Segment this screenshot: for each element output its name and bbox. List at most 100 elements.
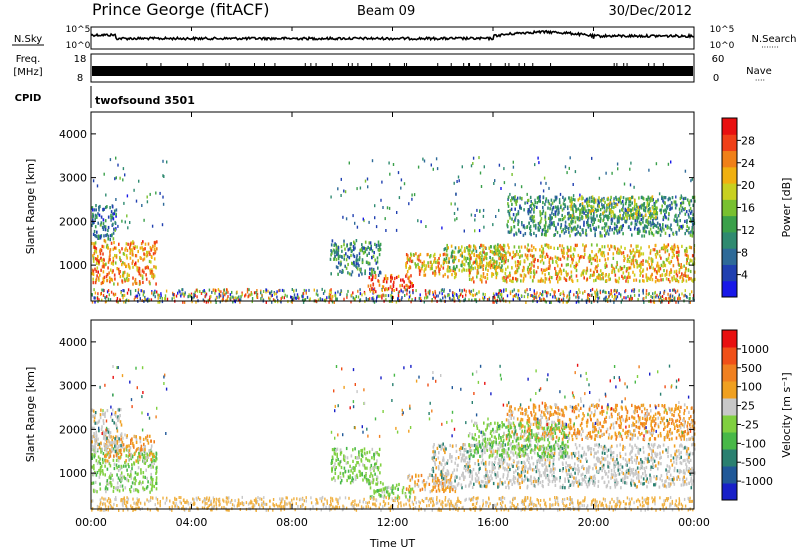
power-cell — [515, 232, 518, 236]
power-noise-cell — [591, 287, 594, 291]
power-cell — [443, 252, 446, 256]
power-noise-cell — [158, 293, 160, 297]
power-cell — [570, 229, 573, 233]
velocity-cell — [675, 456, 678, 460]
power-cell — [95, 250, 98, 254]
power-cell — [343, 243, 345, 247]
power-noise-cell — [123, 289, 125, 293]
power-cell — [584, 231, 587, 236]
power-noise-cell — [549, 293, 552, 297]
power-noise-cell — [654, 291, 656, 295]
power-cell — [558, 211, 560, 215]
power-noise-cell — [368, 297, 371, 301]
power-cell — [408, 285, 410, 289]
power-cell — [547, 225, 549, 229]
power-cell — [577, 224, 579, 228]
power-cell — [647, 203, 650, 208]
power-noise-cell — [444, 295, 447, 299]
velocity-cell — [125, 448, 128, 452]
velocity-cell — [155, 481, 158, 485]
power-noise-cell — [575, 295, 577, 299]
velocity-cell — [347, 469, 350, 473]
power-cell — [359, 248, 361, 252]
power-cell — [94, 249, 96, 253]
velocity-cell — [94, 448, 96, 452]
velocity-cell — [110, 443, 112, 447]
velocity-cell — [119, 467, 122, 471]
power-cell — [592, 205, 595, 209]
power-cell — [486, 261, 488, 265]
power-cell — [473, 260, 475, 264]
velocity-cell — [100, 450, 102, 454]
power-noise-cell — [269, 291, 271, 295]
velocity-cell — [363, 464, 366, 468]
power-cell — [418, 266, 421, 270]
power-noise-cell — [122, 289, 124, 292]
velocity-cell — [91, 481, 93, 485]
power-cell — [675, 277, 677, 281]
power-sparse-cell — [676, 203, 678, 207]
power-noise-cell — [419, 297, 422, 300]
power-sparse-cell — [149, 192, 151, 196]
power-cell — [507, 250, 509, 254]
velocity-cell — [334, 468, 336, 472]
power-cell — [566, 251, 568, 255]
power-noise-cell — [598, 296, 601, 300]
power-cell — [547, 266, 550, 270]
power-cell — [602, 251, 605, 255]
velocity-cell — [92, 409, 95, 413]
power-noise-cell — [304, 298, 307, 302]
velocity-cell — [111, 418, 114, 422]
power-noise-cell — [643, 300, 645, 304]
velocity-cell — [429, 490, 432, 494]
power-cell — [557, 212, 559, 216]
velocity-cell — [626, 463, 628, 467]
power-cell — [678, 250, 680, 254]
power-noise-cell — [642, 291, 644, 295]
power-ylabel: Slant Range [km] — [24, 159, 37, 255]
velocity-cell — [133, 452, 136, 456]
power-cell — [450, 251, 453, 255]
power-noise-cell — [671, 298, 673, 302]
power-cell — [613, 231, 615, 235]
power-cell — [667, 278, 670, 282]
power-cell — [628, 260, 631, 264]
power-cell — [533, 215, 535, 219]
power-cell — [647, 222, 650, 226]
velocity-cell — [424, 488, 426, 492]
power-noise-cell — [558, 289, 560, 292]
power-cell — [604, 214, 607, 218]
power-sparse-cell — [548, 186, 550, 190]
power-cell — [676, 274, 679, 278]
velocity-cell — [109, 441, 112, 445]
power-cell — [145, 254, 148, 258]
velocity-cell — [609, 486, 612, 490]
velocity-cell — [351, 476, 354, 480]
power-cell — [587, 211, 589, 216]
power-sparse-cell — [498, 163, 501, 167]
power-noise-cell — [262, 298, 265, 302]
power-cell — [606, 229, 609, 233]
power-cell — [106, 244, 109, 248]
velocity-cell — [128, 465, 130, 469]
power-cell — [143, 257, 146, 261]
power-cell — [570, 196, 573, 200]
power-noise-cell — [408, 295, 411, 299]
power-noise-cell — [669, 289, 671, 292]
power-cell — [129, 251, 131, 255]
power-sparse-cell — [117, 224, 119, 228]
power-noise-cell — [381, 289, 383, 292]
power-noise-cell — [302, 300, 305, 304]
power-cell — [104, 240, 107, 244]
power-cell — [629, 249, 631, 253]
power-noise-cell — [577, 295, 579, 299]
power-cell — [574, 243, 577, 247]
power-cell — [634, 225, 636, 229]
velocity-cell — [107, 460, 110, 464]
power-cell — [589, 268, 592, 272]
velocity-cell — [115, 451, 118, 455]
velocity-cell — [437, 487, 440, 491]
power-cell — [350, 253, 352, 258]
power-cell — [606, 203, 608, 207]
velocity-cell — [139, 449, 142, 453]
